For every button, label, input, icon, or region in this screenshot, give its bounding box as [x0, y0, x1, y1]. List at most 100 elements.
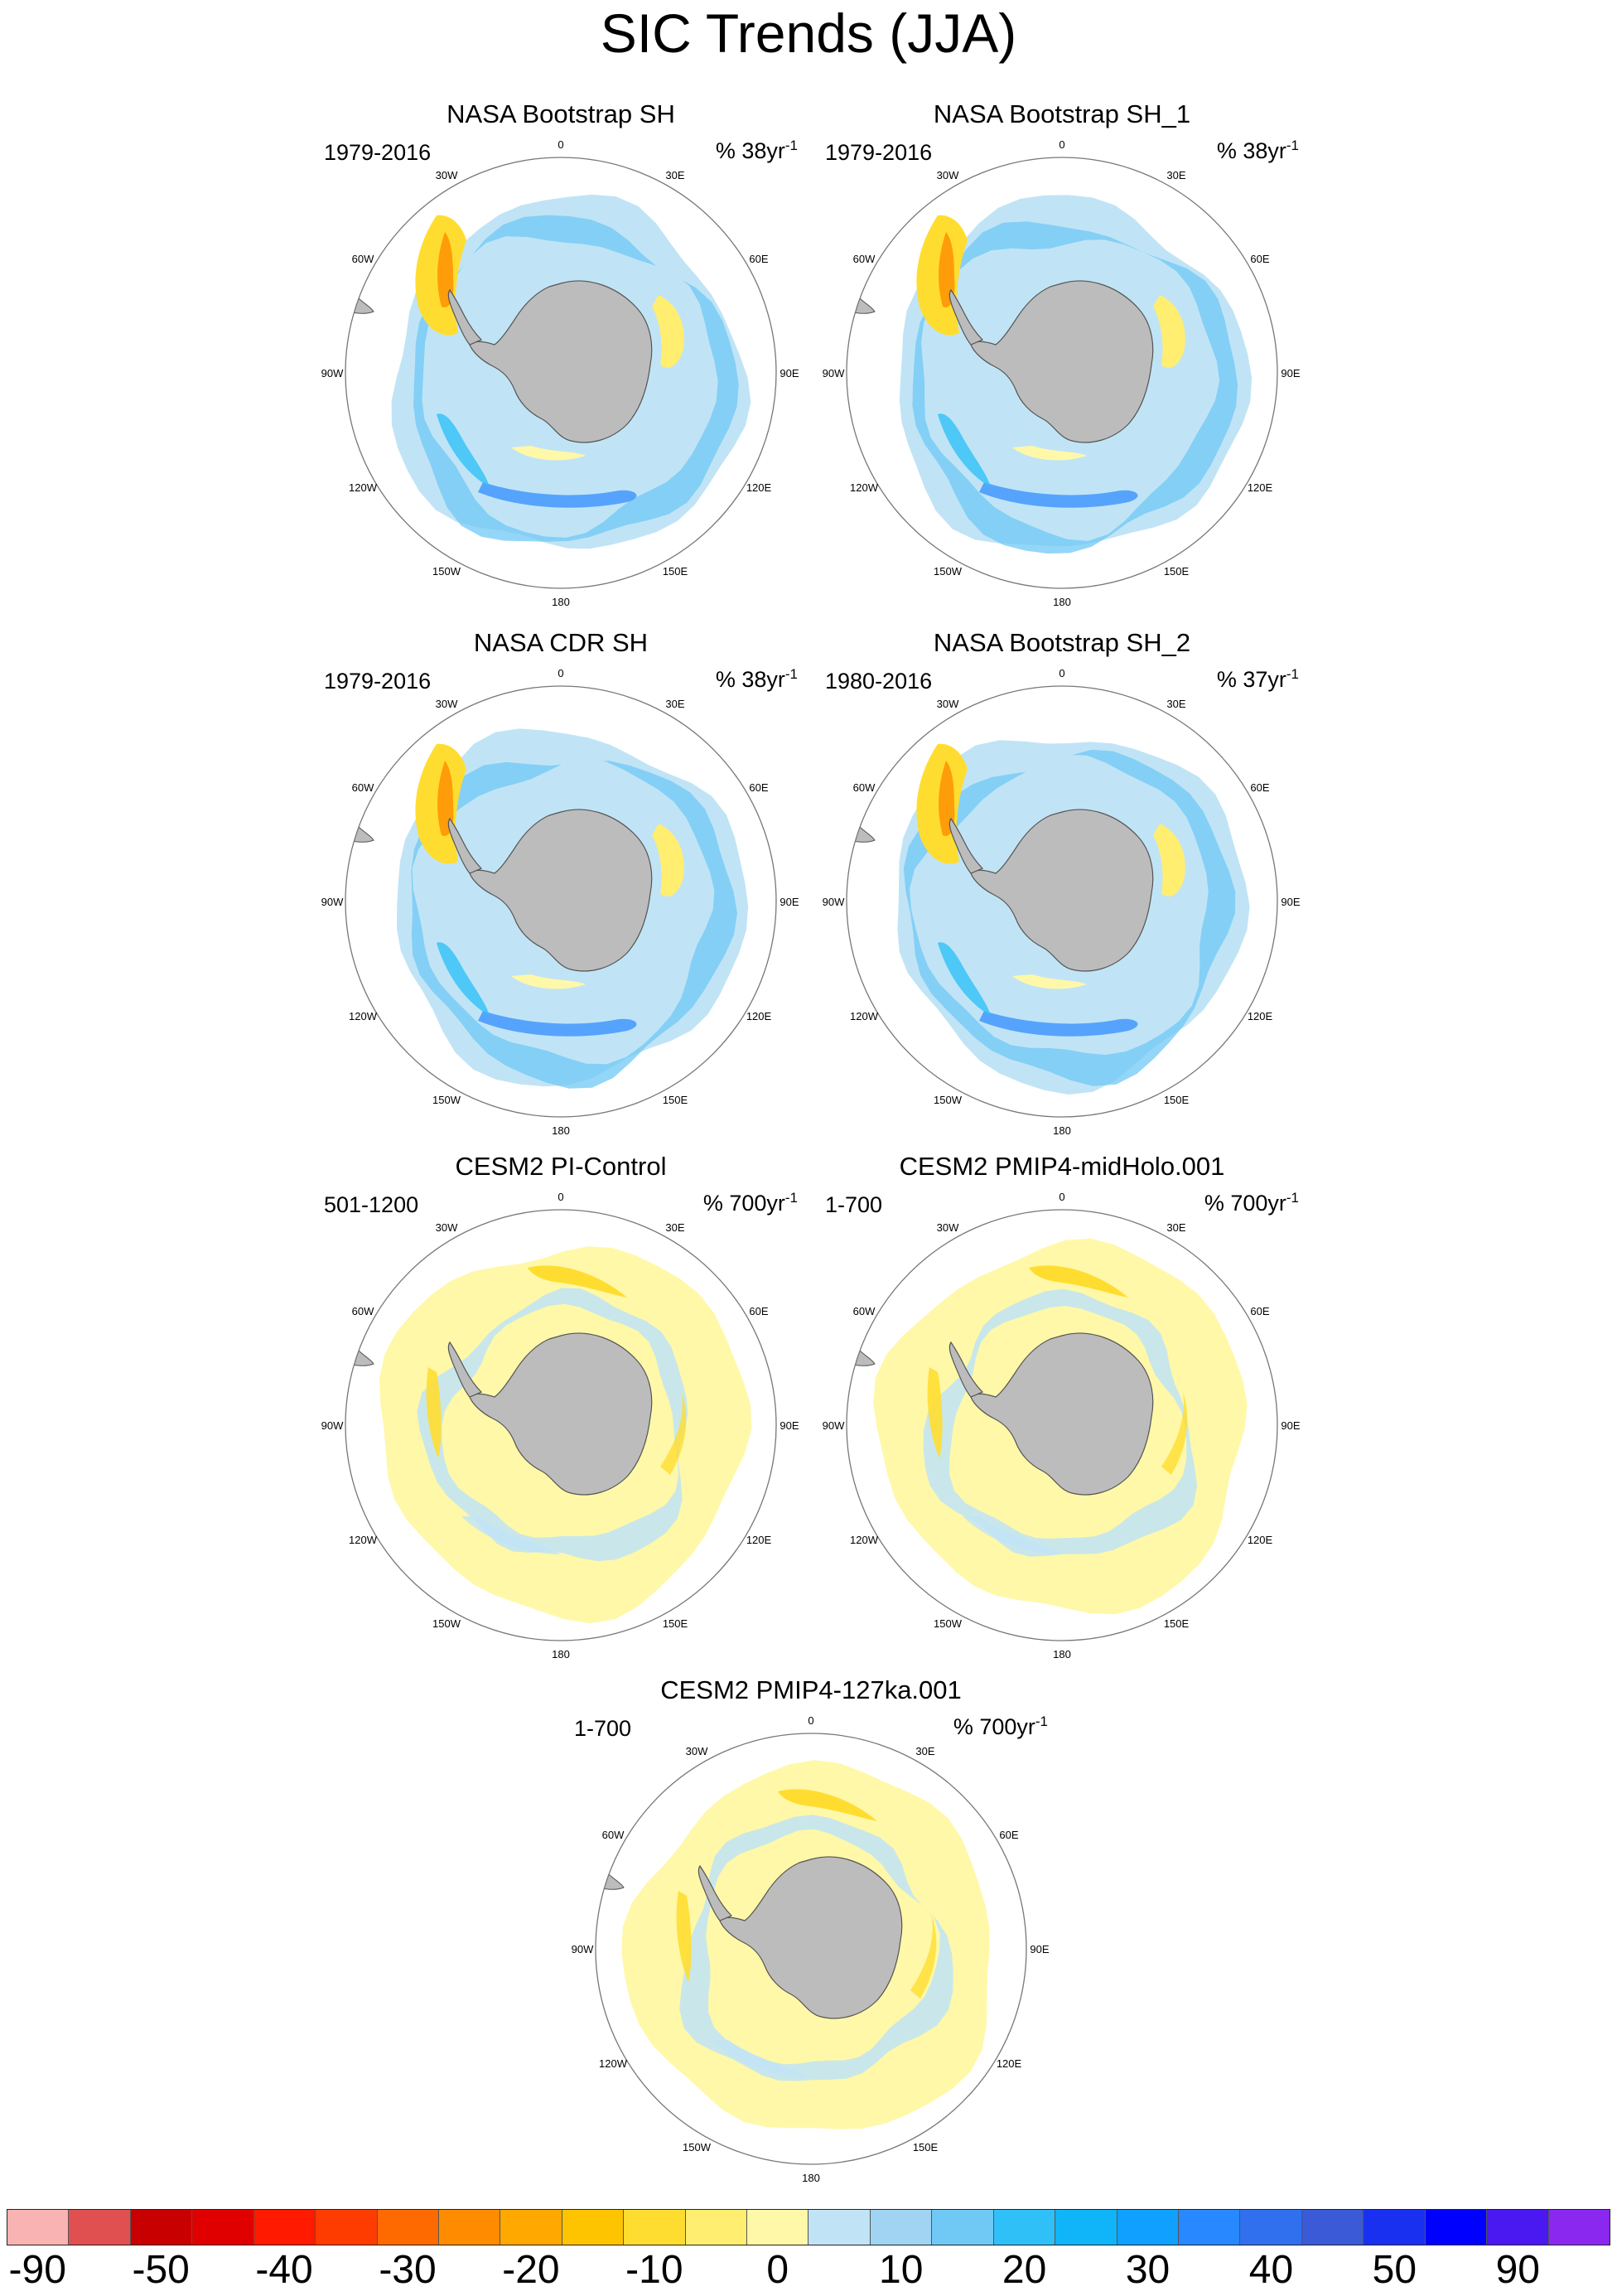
longitude-label: 0 [558, 667, 563, 679]
longitude-label: 60E [749, 253, 768, 265]
longitude-label: 90W [823, 367, 845, 379]
longitude-label: 30W [436, 1221, 458, 1234]
longitude-label: 150W [934, 565, 963, 578]
panel-units: % 38yr-1 [715, 138, 798, 163]
map-panel: 0 30E 60E 90E 120E 150E 180 150W 120W 90W 60W 30W CE… [562, 1675, 1059, 2189]
longitude-label: 150E [663, 565, 688, 578]
longitude-label: 150E [1164, 1617, 1190, 1630]
colorbar-box [500, 2210, 562, 2245]
polar-map: 0 30E 60E 90E 120E 150E 180 150W 120W 90W 60W 30W [321, 1191, 799, 1660]
colorbar-label: 40 [1248, 2248, 1294, 2292]
longitude-label: 150W [934, 1094, 963, 1106]
sic-field [345, 728, 749, 1117]
longitude-label: 150E [1164, 1094, 1190, 1106]
colorbar [7, 2209, 1610, 2245]
longitude-label: 60W [352, 781, 374, 794]
map-panel: 0 30E 60E 90E 120E 150E 180 150W 120W 90W 60W 30W CE… [813, 1152, 1310, 1665]
longitude-label: 90W [321, 896, 344, 908]
longitude-label: 90E [1030, 1943, 1049, 1955]
colorbar-box [993, 2210, 1056, 2245]
longitude-label: 30E [1166, 169, 1185, 181]
colorbar-box [685, 2210, 748, 2245]
longitude-label: 30E [1166, 698, 1185, 710]
longitude-label: 60E [749, 781, 768, 794]
longitude-label: 180 [1053, 596, 1071, 608]
sic-field [345, 1246, 752, 1641]
longitude-label: 150E [1164, 565, 1190, 578]
colorbar-label: -10 [625, 2248, 683, 2292]
map-border [345, 685, 777, 1118]
longitude-label: 30W [436, 169, 458, 181]
figure-title: SIC Trends (JJA) [600, 2, 1017, 64]
colorbar-box [1117, 2210, 1180, 2245]
panel-period: 1980-2016 [825, 669, 933, 694]
panel-period: 1979-2016 [324, 140, 432, 165]
map-border [846, 1209, 1278, 1641]
longitude-label: 120E [1248, 1010, 1273, 1022]
panel-title: NASA Bootstrap SH_2 [933, 628, 1191, 657]
longitude-label: 90E [780, 1419, 799, 1432]
panel-title: NASA Bootstrap SH [446, 99, 675, 128]
longitude-label: 120E [1248, 481, 1273, 494]
longitude-label: 90E [780, 896, 799, 908]
antarctica-land [447, 280, 653, 443]
polar-map: 0 30E 60E 90E 120E 150E 180 150W 120W 90W 60W 30W [321, 667, 799, 1137]
longitude-label: 150E [663, 1094, 688, 1106]
longitude-label: 60E [1250, 1305, 1269, 1317]
longitude-label: 90E [1281, 367, 1300, 379]
polar-map: 0 30E 60E 90E 120E 150E 180 150W 120W 90W 60W 30W [823, 138, 1301, 608]
longitude-label: 150W [683, 2141, 712, 2153]
panel-title: NASA Bootstrap SH_1 [933, 99, 1191, 128]
longitude-label: 120E [1248, 1534, 1273, 1546]
longitude-label: 90W [321, 367, 344, 379]
longitude-label: 30E [915, 1745, 934, 1757]
polar-map: 0 30E 60E 90E 120E 150E 180 150W 120W 90W 60W 30W [321, 138, 799, 608]
panel-period: 1-700 [825, 1192, 883, 1217]
panel-period: 1-700 [574, 1716, 632, 1741]
panel-units: % 700yr-1 [1204, 1190, 1299, 1216]
colorbar-box [624, 2210, 686, 2245]
longitude-label: 120W [850, 1534, 879, 1546]
polar-map: 0 30E 60E 90E 120E 150E 180 150W 120W 90W 60W 30W [823, 667, 1301, 1137]
longitude-label: 180 [802, 2172, 820, 2184]
longitude-label: 60W [853, 1305, 876, 1317]
colorbar-label: -20 [502, 2248, 560, 2292]
longitude-label: 180 [552, 1124, 570, 1137]
longitude-label: 60E [1250, 253, 1269, 265]
colorbar-box [747, 2210, 809, 2245]
longitude-label: 150E [663, 1617, 688, 1630]
panel-title: CESM2 PMIP4-midHolo.001 [899, 1152, 1225, 1181]
longitude-label: 150W [432, 1094, 461, 1106]
longitude-label: 120W [349, 481, 378, 494]
longitude-label: 150W [432, 1617, 461, 1630]
colorbar-box [316, 2210, 378, 2245]
colorbar-label: 30 [1125, 2248, 1171, 2292]
colorbar-box [1548, 2210, 1610, 2245]
longitude-label: 30W [937, 1221, 959, 1234]
map-panel: 0 30E 60E 90E 120E 150E 180 150W 120W 90W 60W 30W NA… [312, 99, 809, 613]
longitude-label: 60W [602, 1829, 625, 1841]
longitude-label: 90W [321, 1419, 344, 1432]
map-border [345, 1209, 777, 1641]
longitude-label: 0 [558, 138, 563, 151]
longitude-label: 90W [572, 1943, 594, 1955]
antarctica-land [948, 1332, 1154, 1496]
colorbar-box [1055, 2210, 1117, 2245]
colorbar-label: -90 [8, 2248, 66, 2292]
longitude-label: 0 [808, 1714, 813, 1727]
longitude-label: 60E [1250, 781, 1269, 794]
colorbar-box [192, 2210, 254, 2245]
longitude-label: 30W [686, 1745, 708, 1757]
panel-title: CESM2 PMIP4-127ka.001 [660, 1675, 962, 1704]
colorbar-label: 10 [878, 2248, 924, 2292]
longitude-label: 30E [665, 169, 684, 181]
colorbar-box [808, 2210, 871, 2245]
map-panel: 0 30E 60E 90E 120E 150E 180 150W 120W 90W 60W 30W NA… [312, 628, 809, 1142]
colorbar-box [130, 2210, 193, 2245]
longitude-label: 180 [552, 1648, 570, 1660]
longitude-label: 120E [997, 2057, 1022, 2070]
antarctica-land [447, 809, 653, 972]
longitude-label: 0 [1059, 138, 1064, 151]
longitude-label: 120W [599, 2057, 628, 2070]
panel-units: % 700yr-1 [702, 1190, 798, 1216]
